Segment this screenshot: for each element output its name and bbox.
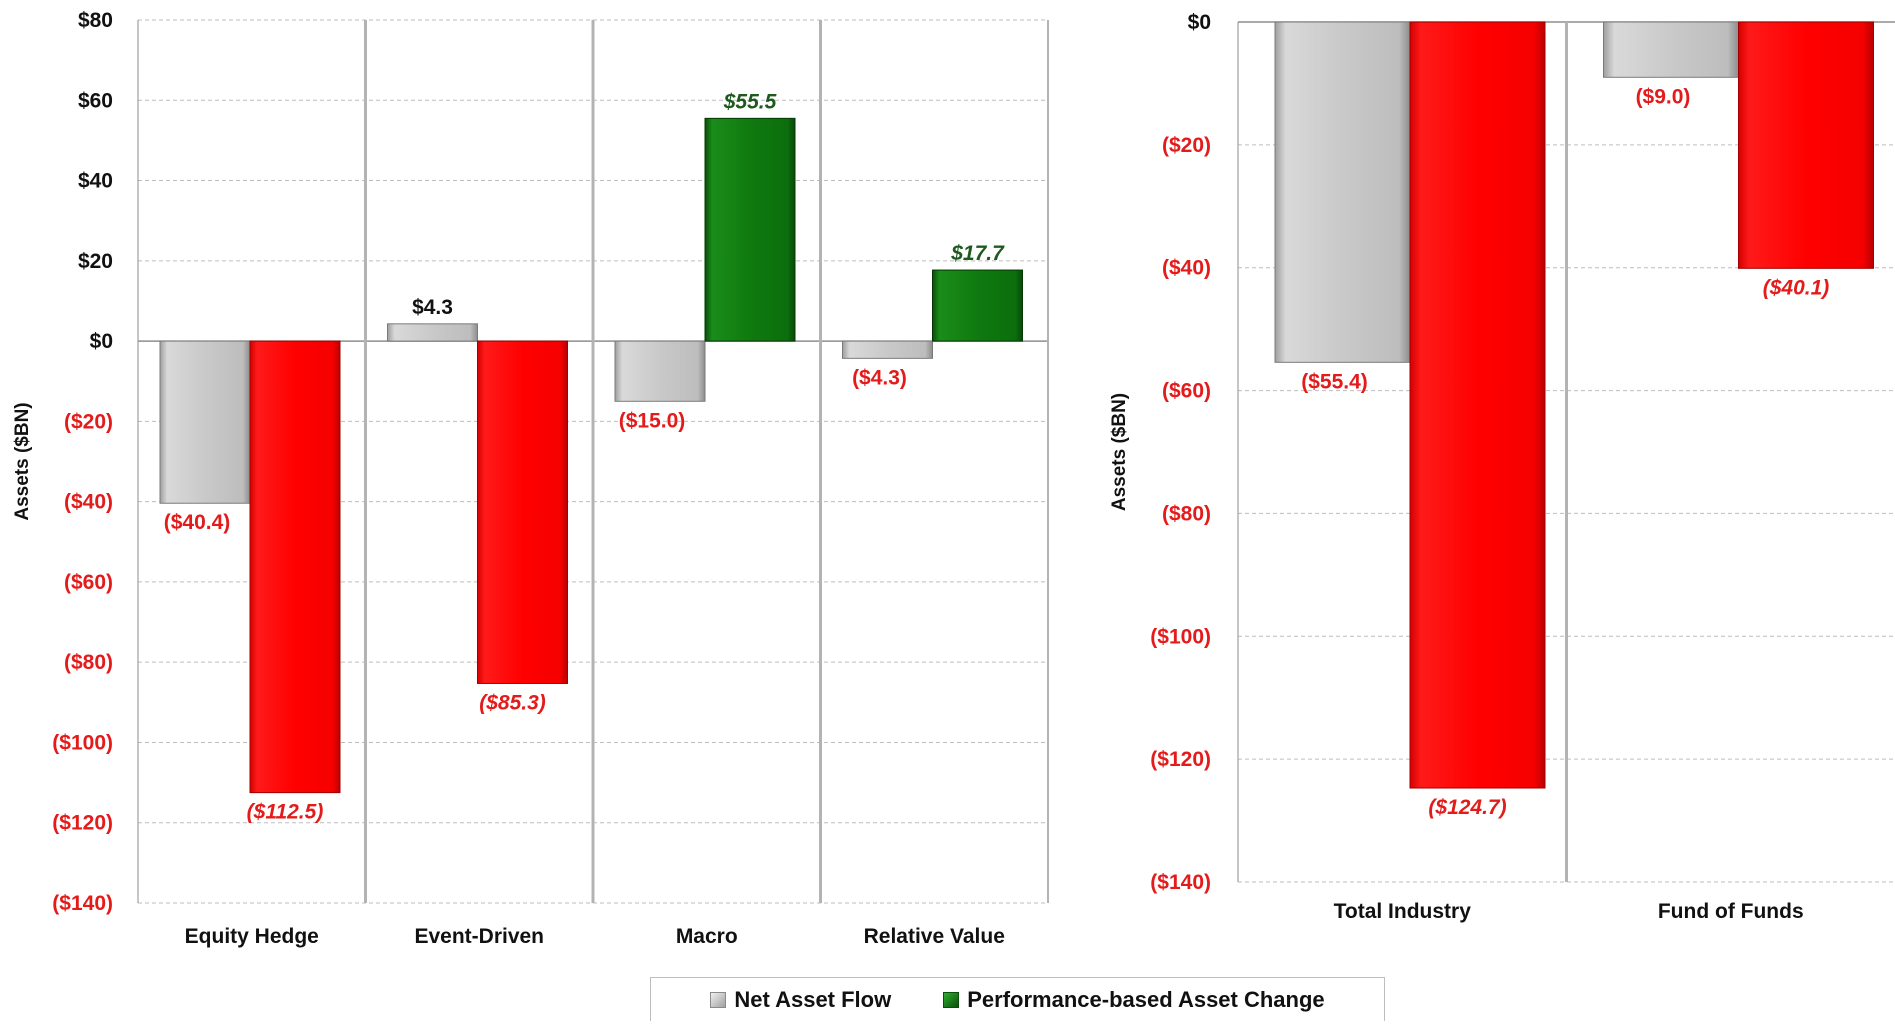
chart-2-ytick-40: ($40) — [1162, 257, 1211, 280]
chart-2-ytick-140: ($140) — [1150, 871, 1211, 894]
chart-2-category-label-total-industry: Total Industry — [1334, 900, 1472, 923]
legend: Net Asset Flow Performance-based Asset C… — [650, 977, 1385, 1021]
chart-1-bar-net-asset-flow-relative-value — [842, 340, 933, 359]
chart-2-ytick-0: $0 — [1188, 11, 1211, 34]
chart-1-ytick-20: ($20) — [64, 410, 113, 433]
chart-2-data-label-performance-based-asset-change-total-industry: ($124.7) — [1428, 796, 1506, 819]
chart-2-bar-net-asset-flow-total-industry — [1274, 21, 1411, 363]
chart-1-data-label-net-asset-flow-relative-value: ($4.3) — [852, 366, 907, 389]
chart-1-category-label-relative-value: Relative Value — [864, 925, 1005, 948]
chart-1-bar-performance-based-asset-change-relative-value — [932, 269, 1023, 342]
chart-1-bar-net-asset-flow-event-driven — [387, 323, 478, 342]
chart-1-data-label-performance-based-asset-change-macro: $55.5 — [723, 90, 777, 113]
chart-1-bar-performance-based-asset-change-event-driven — [477, 340, 568, 684]
chart-1-data-label-performance-based-asset-change-equity-hedge: ($112.5) — [247, 801, 324, 824]
chart-1-data-label-performance-based-asset-change-event-driven: ($85.3) — [479, 691, 546, 714]
chart-1-category-label-macro: Macro — [676, 925, 738, 948]
chart-1-bar-net-asset-flow-macro — [614, 340, 706, 402]
chart-2-ytick-60: ($60) — [1162, 380, 1211, 403]
chart-1-data-label-net-asset-flow-equity-hedge: ($40.4) — [164, 511, 231, 534]
chart-1-ytick-100: ($100) — [52, 731, 113, 754]
chart-2-bar-performance-based-asset-change-fund-of-funds — [1738, 21, 1874, 269]
chart-1-ytick-60: $60 — [78, 89, 113, 112]
chart-1-category-label-event-driven: Event-Driven — [414, 925, 544, 948]
chart-1-ytick-60: ($60) — [64, 571, 113, 594]
legend-item-net-asset-flow: Net Asset Flow — [710, 987, 891, 1013]
chart-1-data-label-net-asset-flow-event-driven: $4.3 — [412, 296, 453, 319]
chart-2-bar-net-asset-flow-fund-of-funds — [1603, 21, 1739, 78]
chart-1-ytick-80: $80 — [78, 9, 113, 32]
chart-2-data-label-net-asset-flow-fund-of-funds: ($9.0) — [1636, 85, 1691, 108]
chart-2-ytick-20: ($20) — [1162, 134, 1211, 157]
legend-swatch-net-asset-flow — [710, 991, 727, 1008]
chart-1-ytick-40: $40 — [78, 170, 113, 193]
chart-1-ytick-20: $20 — [78, 250, 113, 273]
chart-1-bar-performance-based-asset-change-macro — [704, 117, 796, 342]
chart-1-y-axis-label: Assets ($BN) — [12, 402, 33, 520]
chart-1-ytick-40: ($40) — [64, 491, 113, 514]
chart-2-y-axis-label: Assets ($BN) — [1109, 393, 1130, 511]
chart-2-ytick-120: ($120) — [1150, 748, 1211, 771]
chart-1-ytick-80: ($80) — [64, 651, 113, 674]
chart-2-bar-performance-based-asset-change-total-industry — [1409, 21, 1546, 789]
chart-1-bar-net-asset-flow-equity-hedge — [159, 340, 251, 504]
legend-label-performance-change: Performance-based Asset Change — [967, 986, 1325, 1012]
chart-1-category-label-equity-hedge: Equity Hedge — [185, 925, 319, 948]
chart-1-ytick-0: $0 — [90, 330, 113, 353]
chart-1-bar-performance-based-asset-change-equity-hedge — [249, 340, 341, 794]
chart-2-ytick-100: ($100) — [1150, 625, 1211, 648]
chart-1-data-label-net-asset-flow-macro: ($15.0) — [619, 409, 686, 432]
chart-1-ytick-140: ($140) — [52, 892, 113, 915]
chart-1-data-label-performance-based-asset-change-relative-value: $17.7 — [950, 242, 1005, 265]
chart-1-ytick-120: ($120) — [52, 812, 113, 835]
chart-2-category-label-fund-of-funds: Fund of Funds — [1658, 900, 1804, 923]
chart-2-ytick-80: ($80) — [1162, 502, 1211, 525]
legend-swatch-performance-change — [943, 991, 960, 1008]
chart-2-data-label-performance-based-asset-change-fund-of-funds: ($40.1) — [1763, 276, 1830, 299]
legend-label-net-asset-flow: Net Asset Flow — [734, 986, 892, 1012]
chart-2-data-label-net-asset-flow-total-industry: ($55.4) — [1301, 370, 1368, 393]
legend-item-performance-change: Performance-based Asset Change — [943, 986, 1325, 1013]
